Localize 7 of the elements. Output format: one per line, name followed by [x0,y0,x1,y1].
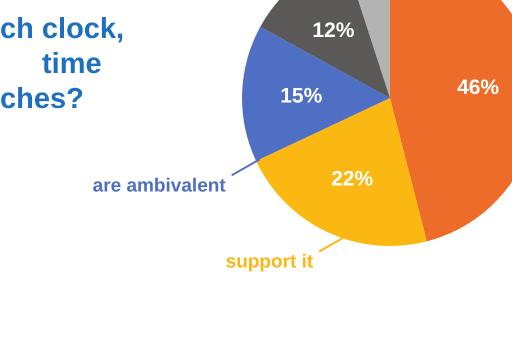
data-label: 22% [331,168,374,191]
data-label: 12% [312,18,355,42]
slice-label: are ambivalent [92,175,226,196]
data-label: 15% [280,84,323,108]
slice-label: support it [226,252,314,272]
text: ch clock, time ches? [0,13,124,115]
data-label: 46% [457,76,500,100]
